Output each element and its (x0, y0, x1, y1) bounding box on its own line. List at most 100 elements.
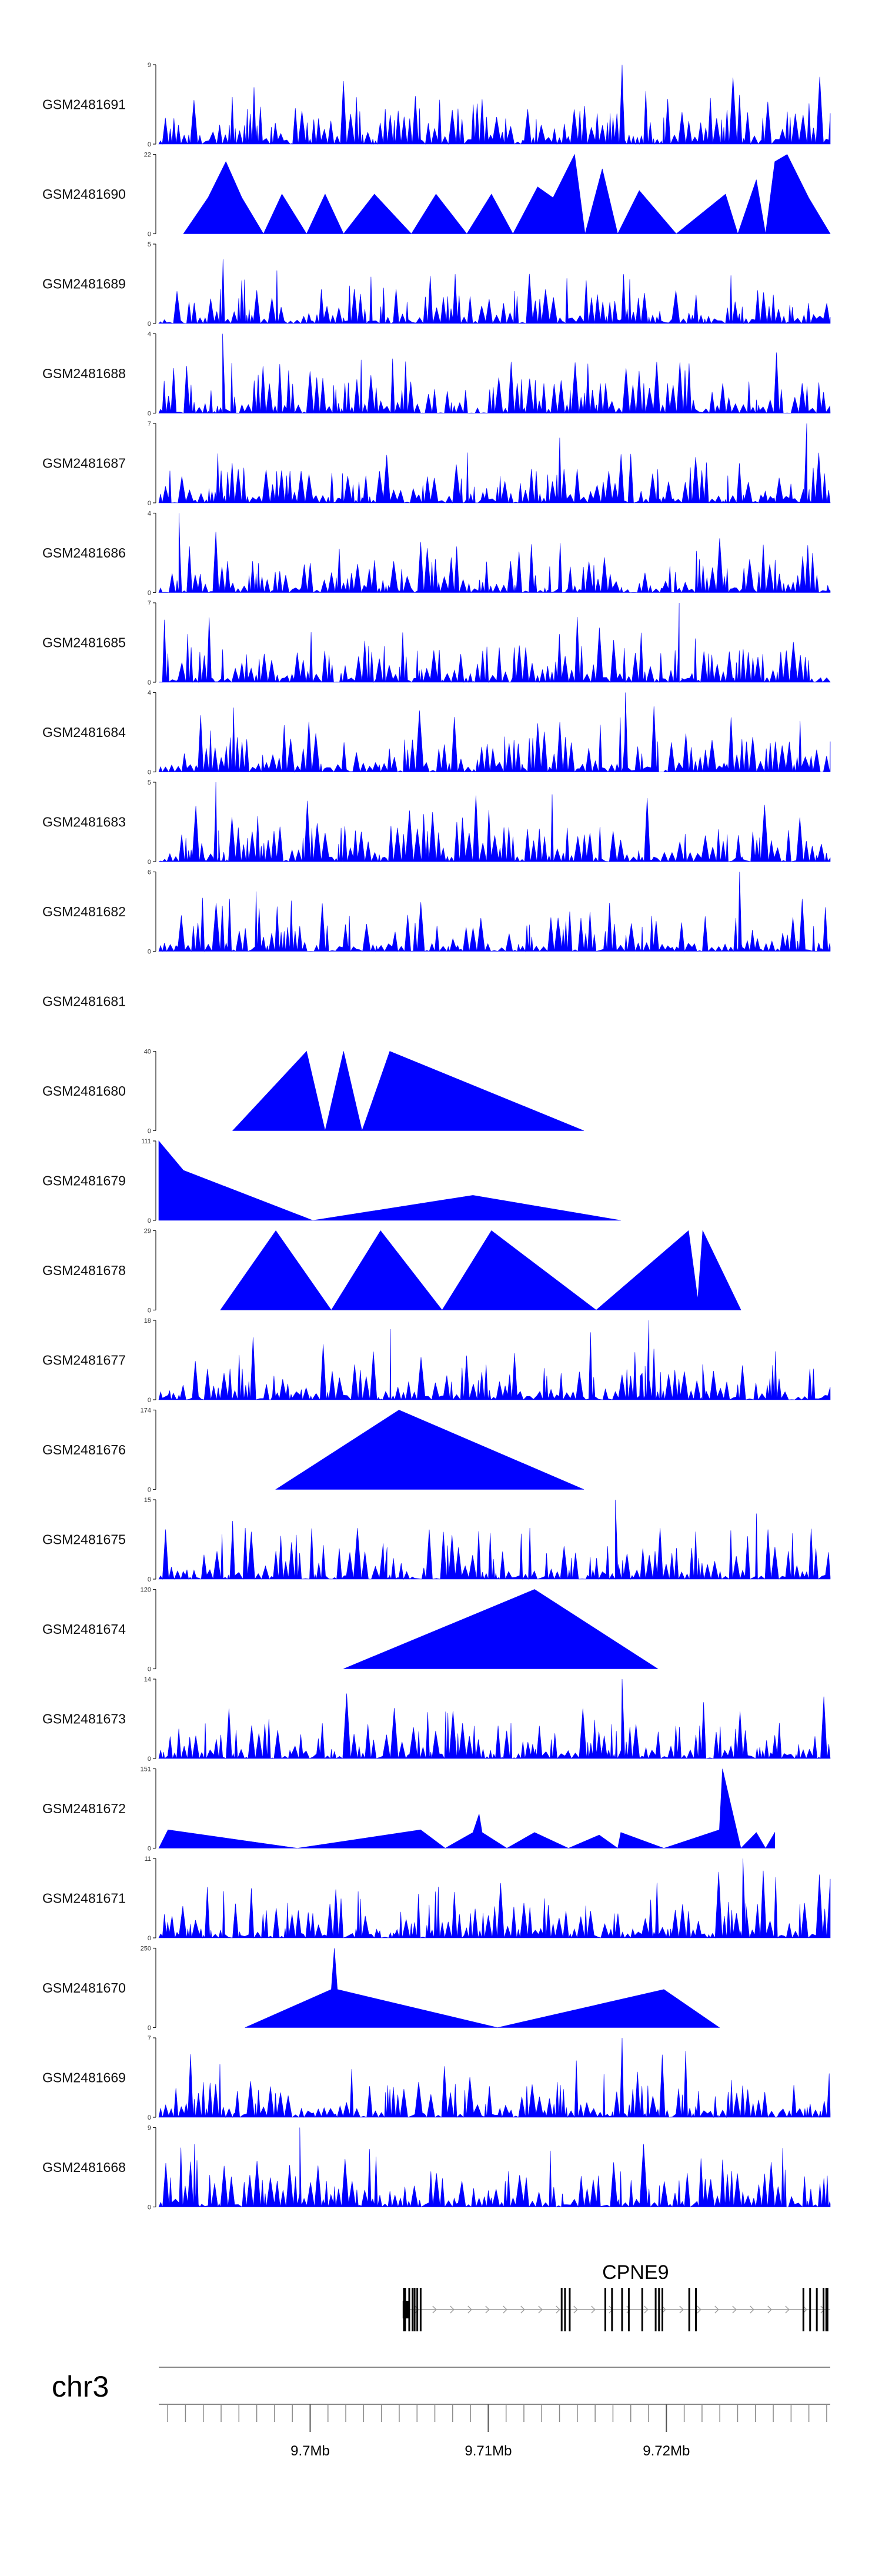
exon (823, 2288, 825, 2331)
exon-utr (402, 2301, 409, 2318)
track-label: GSM2481691 (42, 97, 126, 112)
track-GSM2481670: GSM2481670 250 0 (42, 1946, 720, 2032)
track-label: GSM2481668 (42, 2160, 126, 2175)
track-label: GSM2481683 (42, 815, 126, 830)
exon (408, 2288, 410, 2331)
signal-area (158, 602, 831, 683)
y-axis-min-label: 0 (148, 1756, 151, 1763)
track-GSM2481673: GSM2481673 14 0 (42, 1676, 831, 1763)
y-axis-max-label: 6 (148, 869, 151, 876)
y-axis-max-label: 5 (148, 779, 151, 786)
position-tick-label: 9.71Mb (465, 2443, 512, 2459)
signal-area (158, 423, 831, 504)
exon (809, 2288, 811, 2331)
intron-arrow (467, 2305, 472, 2314)
y-axis-min-label: 0 (148, 1128, 151, 1135)
exon (802, 2288, 804, 2331)
track-label: GSM2481673 (42, 1711, 126, 1727)
genome-axis-track: chr3 9.7Mb 9.71Mb 9.72Mb (52, 2367, 830, 2459)
exon (564, 2288, 566, 2331)
y-axis-min-label: 0 (148, 1397, 151, 1404)
track-GSM2481671: GSM2481671 11 0 (42, 1856, 831, 1942)
track-label: GSM2481679 (42, 1173, 126, 1189)
track-GSM2481674: GSM2481674 120 0 (42, 1587, 659, 1673)
track-GSM2481682: GSM2481682 6 0 (42, 869, 831, 956)
track-label: GSM2481690 (42, 186, 126, 202)
exon (416, 2288, 419, 2331)
position-tick-label: 9.7Mb (290, 2443, 330, 2459)
track-label: GSM2481686 (42, 545, 126, 560)
exon (641, 2288, 643, 2331)
track-GSM2481685: GSM2481685 7 0 (42, 600, 831, 686)
track-GSM2481677: GSM2481677 18 0 (42, 1317, 831, 1404)
signal-area (158, 872, 831, 952)
y-axis-max-label: 120 (141, 1587, 151, 1594)
y-axis-min-label: 0 (148, 1217, 151, 1224)
y-axis-max-label: 7 (148, 600, 151, 607)
track-label: GSM2481677 (42, 1353, 126, 1368)
track-GSM2481688: GSM2481688 4 0 (42, 331, 831, 418)
signal-area (158, 513, 831, 593)
y-axis-max-label: 9 (148, 2125, 151, 2132)
track-label: GSM2481676 (42, 1442, 126, 1457)
signal-area (275, 1410, 584, 1490)
signal-area (158, 1769, 775, 1849)
exon (825, 2288, 828, 2331)
signal-area (158, 2037, 831, 2118)
intron-arrow (626, 2305, 631, 2314)
track-GSM2481690: GSM2481690 22 0 (42, 152, 831, 238)
intron-arrow (803, 2305, 807, 2314)
exon (569, 2288, 571, 2331)
signal-area (158, 1140, 621, 1221)
intron-arrow (679, 2305, 684, 2314)
intron-arrow (450, 2305, 455, 2314)
exon (621, 2288, 623, 2331)
intron-arrow (485, 2305, 490, 2314)
track-label: GSM2481680 (42, 1083, 126, 1099)
intron-arrow (432, 2305, 437, 2314)
y-axis-min-label: 0 (148, 1487, 151, 1494)
track-label: GSM2481669 (42, 2070, 126, 2086)
y-axis-max-label: 18 (144, 1317, 151, 1324)
y-axis-min-label: 0 (148, 769, 151, 776)
y-axis-min-label: 0 (148, 411, 151, 418)
chromosome-label: chr3 (52, 2370, 109, 2403)
y-axis-min-label: 0 (148, 2204, 151, 2211)
intron-arrow (415, 2305, 419, 2314)
track-label: GSM2481682 (42, 904, 126, 919)
track-GSM2481668: GSM2481668 9 0 (42, 2125, 831, 2211)
track-label: GSM2481675 (42, 1532, 126, 1547)
signal-area (158, 333, 831, 414)
y-axis-min-label: 0 (148, 679, 151, 686)
gene-name-label: CPNE9 (602, 2261, 669, 2284)
track-label: GSM2481685 (42, 635, 126, 650)
signal-area (343, 1589, 659, 1669)
exon (412, 2288, 414, 2331)
track-GSM2481679: GSM2481679 111 0 (42, 1138, 621, 1224)
exon (419, 2288, 422, 2331)
y-axis-max-label: 22 (144, 152, 151, 159)
y-axis-max-label: 4 (148, 690, 151, 697)
y-axis-min-label: 0 (148, 1846, 151, 1853)
signal-area (158, 692, 831, 773)
intron-arrow (732, 2305, 737, 2314)
intron-arrow (520, 2305, 525, 2314)
intron-arrow (556, 2305, 560, 2314)
intron-arrows (415, 2305, 825, 2314)
signal-tracks: GSM248169190GSM2481690220GSM248168950GSM… (42, 62, 831, 2211)
track-label: GSM2481681 (42, 994, 126, 1009)
y-axis-max-label: 40 (144, 1049, 151, 1056)
y-axis-max-label: 250 (141, 1946, 151, 1953)
exon (413, 2288, 416, 2331)
exon (654, 2288, 657, 2331)
signal-area (183, 154, 831, 235)
y-axis-max-label: 111 (141, 1138, 151, 1145)
intron-arrow (767, 2305, 772, 2314)
intron-arrow (697, 2305, 701, 2314)
y-axis-min-label: 0 (148, 2025, 151, 2032)
y-axis-max-label: 15 (144, 1497, 151, 1504)
track-GSM2481680: GSM2481680 40 0 (42, 1049, 584, 1135)
intron-arrow (714, 2305, 719, 2314)
track-label: GSM2481684 (42, 725, 126, 740)
